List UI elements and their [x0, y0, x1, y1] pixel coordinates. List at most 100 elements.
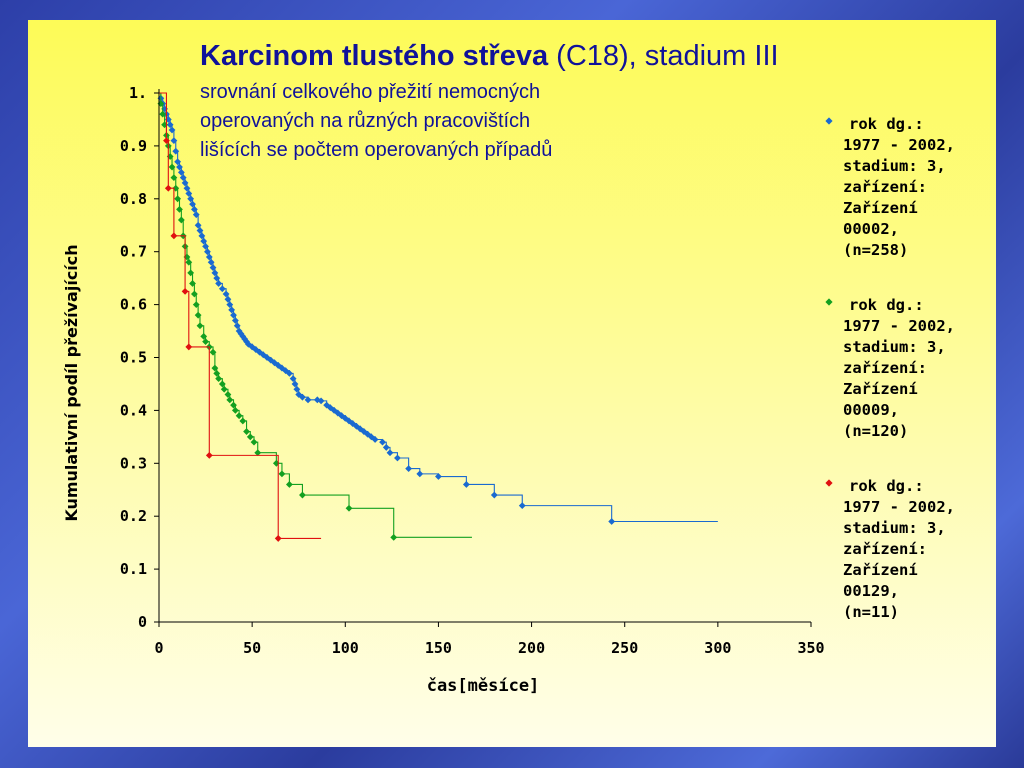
- x-tick-label: 250: [611, 639, 638, 657]
- data-point: [286, 481, 293, 488]
- x-tick-label: 300: [704, 639, 731, 657]
- data-point: [274, 535, 282, 542]
- data-point: [286, 369, 293, 377]
- data-point: [196, 227, 204, 234]
- data-point: [176, 163, 183, 171]
- x-tick-label: 100: [332, 639, 359, 657]
- legend-text: rok dg.:: [849, 477, 924, 495]
- legend-text: (n=11): [843, 603, 899, 621]
- data-point: [222, 290, 230, 298]
- data-point: [192, 301, 200, 308]
- data-point: [235, 412, 243, 420]
- data-point: [304, 396, 312, 404]
- data-point: [187, 195, 195, 203]
- data-point: [462, 481, 470, 488]
- axes-layer: 0 0.1 0.2 0.3 0.4 0.5 0.6 0.7 0.8 0.9 1. 0 50 100 150 2…: [120, 84, 825, 657]
- y-tick-label: 0.2: [120, 507, 147, 525]
- data-point: [250, 438, 258, 446]
- data-point: [204, 248, 211, 256]
- data-point: [386, 449, 394, 457]
- data-point: [345, 504, 353, 512]
- y-tick-label: 0.3: [120, 454, 147, 472]
- series-1: [157, 92, 718, 525]
- data-point: [252, 346, 260, 353]
- subtitle-line-2: operovaných na různých pracovištích: [200, 110, 531, 132]
- data-point: [185, 343, 193, 351]
- data-point: [177, 168, 185, 176]
- data-point: [161, 121, 168, 129]
- data-point: [278, 470, 286, 478]
- data-point: [163, 137, 170, 145]
- legend-text: Zařízení: [843, 199, 918, 217]
- data-point: [289, 375, 297, 383]
- data-point: [237, 330, 245, 338]
- data-point: [231, 407, 239, 414]
- legend-text: 1977 - 2002,: [843, 317, 955, 335]
- data-point: [170, 137, 178, 145]
- data-point: [317, 397, 325, 405]
- data-point: [267, 356, 275, 364]
- data-point: [416, 470, 424, 478]
- data-point: [187, 269, 195, 277]
- data-point: [338, 412, 345, 420]
- legend-item-3: rok dg.: 1977 - 2002, stadium: 3, zařízení:…: [825, 477, 955, 621]
- legend-text: zařízení:: [843, 178, 927, 196]
- data-point: [394, 454, 401, 462]
- y-tick-label: 0: [138, 613, 147, 631]
- data-point: [181, 179, 189, 187]
- data-point: [172, 184, 180, 192]
- data-point: [218, 285, 226, 293]
- legend-text: rok dg.:: [849, 115, 924, 133]
- legend-text: Zařízení: [843, 561, 918, 579]
- data-point: [608, 518, 616, 525]
- legend-text: 00002,: [843, 220, 899, 238]
- data-point: [239, 417, 247, 425]
- subtitle-line-1: srovnání celkového přežití nemocných: [200, 81, 541, 103]
- y-tick-label: 0.8: [120, 190, 147, 208]
- data-point: [172, 147, 180, 155]
- legend-text: Zařízení: [843, 380, 918, 398]
- data-point: [379, 438, 386, 446]
- data-point: [291, 380, 299, 388]
- data-point: [166, 121, 174, 129]
- data-point: [183, 184, 191, 192]
- data-point: [360, 428, 368, 435]
- data-point: [435, 473, 442, 480]
- y-tick-label: 0.1: [120, 560, 147, 578]
- y-tick-label: 0.7: [120, 243, 147, 261]
- subtitle: srovnání celkového přežití nemocných ope…: [200, 78, 779, 165]
- legend-text: 00129,: [843, 582, 899, 600]
- data-point: [179, 174, 187, 182]
- y-tick-label: 0.5: [120, 349, 147, 367]
- x-tick-label: 150: [425, 639, 452, 657]
- legend-text: stadium: 3,: [843, 338, 946, 356]
- data-point: [211, 364, 219, 372]
- y-tick-label: 0.9: [120, 137, 147, 155]
- legend-item-2: rok dg.: 1977 - 2002, stadium: 3, zařízení:…: [825, 296, 955, 440]
- data-point: [168, 126, 176, 134]
- y-tick-label: 1.: [129, 84, 147, 102]
- data-point: [326, 404, 334, 412]
- data-point: [405, 465, 413, 472]
- data-point: [181, 287, 189, 295]
- data-point: [189, 280, 196, 287]
- title-rest: (C18), stadium III: [548, 40, 779, 72]
- title-block: Karcinom tlustého střeva (C18), stadium …: [200, 38, 779, 165]
- y-tick-label: 0.4: [120, 401, 147, 419]
- slide-background: [28, 20, 996, 747]
- y-tick-label: 0.6: [120, 296, 147, 314]
- legend-marker: [825, 479, 833, 487]
- data-point: [293, 385, 301, 393]
- data-point: [228, 306, 236, 314]
- data-point: [211, 269, 219, 277]
- data-point: [226, 396, 234, 404]
- data-point: [390, 533, 398, 541]
- data-point: [230, 401, 237, 409]
- data-point: [254, 449, 262, 457]
- data-point: [189, 200, 196, 208]
- data-point: [220, 385, 228, 393]
- data-point: [176, 205, 183, 213]
- data-point: [190, 205, 198, 213]
- y-axis-label: Kumulativní podíl přežívajících: [62, 244, 81, 521]
